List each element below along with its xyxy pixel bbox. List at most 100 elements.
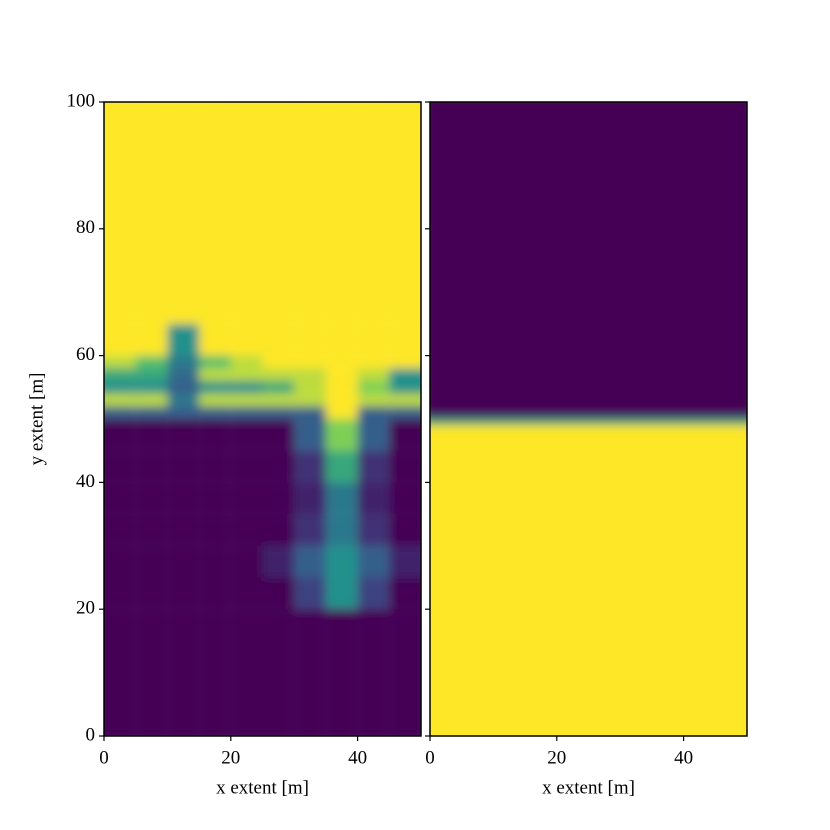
heatmap-cell	[294, 609, 326, 736]
heatmap-cell	[262, 406, 295, 419]
heatmap-cell	[199, 577, 231, 610]
heatmap-cell	[199, 380, 231, 394]
heatmap-cell	[167, 368, 200, 381]
heatmap-cell	[230, 393, 263, 407]
heatmap-cell	[357, 406, 390, 419]
heatmap-cell	[294, 482, 326, 515]
heatmap-cell	[294, 102, 326, 324]
heatmap-cell	[430, 425, 747, 736]
heatmap-cell	[104, 482, 136, 515]
heatmap-cell	[135, 609, 168, 736]
heatmap-cell	[357, 482, 390, 515]
heatmap-cell	[135, 368, 168, 381]
y-tick-label: 20	[76, 598, 95, 619]
heatmap-cell	[325, 368, 358, 381]
heatmap-cell	[294, 450, 326, 483]
heatmap-cell	[135, 355, 168, 369]
heatmap-cell	[389, 323, 421, 356]
heatmap-cell	[167, 102, 200, 324]
heatmap-cell	[199, 355, 231, 369]
heatmap-cell	[199, 323, 231, 356]
heatmap	[104, 102, 421, 736]
heatmap-cell	[135, 545, 168, 578]
heatmap-cell	[294, 368, 326, 381]
y-tick-label: 0	[86, 724, 96, 745]
x-tick-label: 20	[221, 747, 240, 768]
heatmap-cell	[104, 406, 136, 419]
heatmap-cell	[294, 323, 326, 356]
heatmap-cell	[104, 323, 136, 356]
heatmap-cell	[199, 368, 231, 381]
heatmap-cell	[104, 380, 136, 394]
heatmap-cell	[262, 514, 295, 546]
heatmap-cell	[357, 380, 390, 394]
heatmap-cell	[104, 577, 136, 610]
heatmap-cell	[357, 514, 390, 546]
heatmap-cell	[357, 577, 390, 610]
x-tick-label: 0	[99, 747, 109, 768]
heatmap-cell	[167, 393, 200, 407]
heatmap-cell	[430, 412, 747, 419]
heatmap-cell	[325, 450, 358, 483]
heatmap-cell	[199, 393, 231, 407]
heatmap-cell	[389, 393, 421, 407]
heatmap-cell	[325, 393, 358, 407]
heatmap-cell	[325, 514, 358, 546]
heatmap-cell	[294, 514, 326, 546]
heatmap-cell	[262, 368, 295, 381]
heatmap-cell	[389, 545, 421, 578]
heatmap-cell	[199, 545, 231, 578]
heatmap-cell	[135, 102, 168, 324]
heatmap-cell	[262, 450, 295, 483]
heatmap-cell	[262, 577, 295, 610]
heatmap-cell	[357, 545, 390, 578]
heatmap-cell	[325, 380, 358, 394]
heatmap-cell	[104, 355, 136, 369]
heatmap-cell	[167, 545, 200, 578]
y-tick-label: 60	[76, 344, 95, 365]
heatmap-cell	[262, 545, 295, 578]
heatmap-clip	[104, 102, 421, 736]
heatmap-cell	[135, 406, 168, 419]
heatmap-cell	[389, 102, 421, 324]
heatmap-cell	[389, 609, 421, 736]
heatmap-cell	[230, 368, 263, 381]
heatmap-cell	[262, 355, 295, 369]
heatmap-cell	[325, 419, 358, 451]
heatmap-cell	[135, 450, 168, 483]
heatmap-cell	[167, 380, 200, 394]
heatmap-cell	[199, 609, 231, 736]
heatmap-cell	[104, 545, 136, 578]
heatmap-cell	[230, 482, 263, 515]
heatmap-cell	[357, 419, 390, 451]
heatmap-clip	[430, 102, 747, 736]
heatmap-cell	[262, 482, 295, 515]
x-tick-label: 40	[348, 747, 367, 768]
heatmap-cell	[389, 482, 421, 515]
heatmap-cell	[199, 102, 231, 324]
heatmap-cell	[294, 577, 326, 610]
heatmap-cell	[294, 355, 326, 369]
heatmap-cell	[294, 419, 326, 451]
heatmap-cell	[430, 419, 747, 426]
heatmap	[430, 102, 747, 736]
x-tick-label: 20	[547, 747, 566, 768]
heatmap-cell	[104, 450, 136, 483]
heatmap-cell	[430, 102, 747, 413]
heatmap-cell	[104, 102, 136, 324]
heatmap-cell	[167, 419, 200, 451]
heatmap-cell	[294, 406, 326, 419]
heatmap-cell	[167, 514, 200, 546]
heatmap-cell	[294, 545, 326, 578]
heatmap-cell	[135, 514, 168, 546]
heatmap-cell	[135, 393, 168, 407]
x-axis-label: x extent [m]	[542, 777, 635, 798]
heatmap-cell	[104, 514, 136, 546]
heatmap-cell	[357, 393, 390, 407]
heatmap-cell	[104, 419, 136, 451]
heatmap-cell	[357, 450, 390, 483]
heatmap-cell	[389, 368, 421, 381]
heatmap-cell	[294, 393, 326, 407]
heatmap-cell	[325, 406, 358, 419]
